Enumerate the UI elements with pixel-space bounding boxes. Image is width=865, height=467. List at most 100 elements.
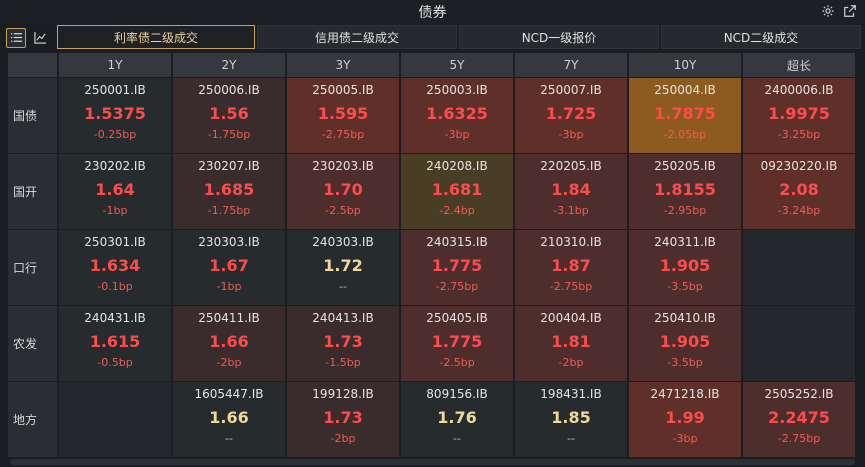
bond-cell[interactable]: 2505252.IB 2.2475 -2.75bp [743, 382, 855, 457]
yield-change: -1bp [102, 204, 128, 217]
yield-change: -- [225, 432, 233, 445]
bond-yield: 1.681 [431, 180, 483, 199]
bond-cell[interactable]: 230303.IB 1.67 -1bp [173, 230, 285, 305]
column-header[interactable]: 3Y [287, 53, 399, 77]
bond-cell[interactable]: 250411.IB 1.66 -2bp [173, 306, 285, 381]
yield-change: -3.1bp [553, 204, 589, 217]
bond-cell[interactable]: 250007.IB 1.725 -3bp [515, 78, 627, 153]
yield-change: -2.75bp [435, 280, 479, 293]
bond-code: 230207.IB [198, 159, 260, 173]
bond-cell[interactable]: 250004.IB 1.7875 -2.05bp [629, 78, 741, 153]
bond-cell[interactable]: 240311.IB 1.905 -3.5bp [629, 230, 741, 305]
bond-yield: 1.67 [209, 256, 249, 275]
bond-code: 240311.IB [654, 235, 716, 249]
yield-change: -3.5bp [667, 356, 703, 369]
tab-bar: 利率债二级成交 信用债二级成交 NCD一级报价 NCD二级成交 [57, 25, 863, 49]
yield-change: -1.5bp [325, 356, 361, 369]
yield-change: -2.05bp [663, 128, 707, 141]
yield-change: -- [339, 280, 347, 293]
yield-change: -2.75bp [321, 128, 365, 141]
bond-cell[interactable]: 240208.IB 1.681 -2.4bp [401, 154, 513, 229]
bond-cell[interactable]: 809156.IB 1.76 -- [401, 382, 513, 457]
bond-cell[interactable]: 250301.IB 1.634 -0.1bp [59, 230, 171, 305]
bond-yield: 2.2475 [768, 408, 830, 427]
bond-cell[interactable]: 230202.IB 1.64 -1bp [59, 154, 171, 229]
bond-cell[interactable]: 250001.IB 1.5375 -0.25bp [59, 78, 171, 153]
bond-cell[interactable]: 09230220.IB 2.08 -3.24bp [743, 154, 855, 229]
bond-code: 220205.IB [540, 159, 602, 173]
bond-cell[interactable]: 250205.IB 1.8155 -2.95bp [629, 154, 741, 229]
bond-cell[interactable]: 230207.IB 1.685 -1.75bp [173, 154, 285, 229]
bond-cell[interactable]: 250003.IB 1.6325 -3bp [401, 78, 513, 153]
yield-change: -3.5bp [667, 280, 703, 293]
bond-cell[interactable]: 240431.IB 1.615 -0.5bp [59, 306, 171, 381]
bond-code: 250410.IB [654, 311, 716, 325]
yield-change: -0.25bp [93, 128, 137, 141]
bond-cell[interactable]: 199128.IB 1.73 -2bp [287, 382, 399, 457]
bond-cell[interactable]: 2471218.IB 1.99 -3bp [629, 382, 741, 457]
column-header[interactable]: 10Y [629, 53, 741, 77]
header-corner [8, 53, 57, 77]
list-view-button[interactable] [6, 27, 26, 48]
bond-cell[interactable] [59, 382, 171, 457]
bond-cell[interactable]: 200404.IB 1.81 -2bp [515, 306, 627, 381]
row-header: 口行 [8, 230, 57, 305]
bond-yield: 1.775 [431, 332, 483, 351]
yield-change: -- [567, 432, 575, 445]
bond-yield: 2.08 [779, 180, 819, 199]
tab-ncd-primary-quotes[interactable]: NCD一级报价 [459, 25, 659, 49]
title-bar: 债券 [0, 0, 865, 24]
column-header[interactable]: 1Y [59, 53, 171, 77]
gear-icon[interactable] [821, 4, 835, 18]
bond-yield: 1.8155 [654, 180, 716, 199]
bond-code: 240303.IB [312, 235, 374, 249]
tab-credit-bond-trades[interactable]: 信用债二级成交 [257, 25, 457, 49]
row-header: 国开 [8, 154, 57, 229]
bond-cell[interactable]: 210310.IB 1.87 -2.75bp [515, 230, 627, 305]
chart-view-button[interactable] [30, 28, 50, 48]
bond-cell[interactable] [743, 306, 855, 381]
popout-icon[interactable] [843, 4, 857, 18]
bond-yield: 1.81 [551, 332, 591, 351]
horizontal-scrollbar[interactable] [10, 459, 855, 465]
yield-change: -0.5bp [97, 356, 133, 369]
bond-cell[interactable]: 250410.IB 1.905 -3.5bp [629, 306, 741, 381]
column-header[interactable]: 7Y [515, 53, 627, 77]
bond-code: 250004.IB [654, 83, 716, 97]
bond-cell[interactable] [743, 230, 855, 305]
bond-yield: 1.66 [209, 332, 249, 351]
yield-change: -0.1bp [97, 280, 133, 293]
bond-yield: 1.72 [323, 256, 363, 275]
bond-cell[interactable]: 250006.IB 1.56 -1.75bp [173, 78, 285, 153]
bond-cell[interactable]: 1605447.IB 1.66 -- [173, 382, 285, 457]
bond-cell[interactable]: 2400006.IB 1.9975 -3.25bp [743, 78, 855, 153]
bond-code: 240431.IB [84, 311, 146, 325]
bond-yield: 1.66 [209, 408, 249, 427]
bond-cell[interactable]: 198431.IB 1.85 -- [515, 382, 627, 457]
yield-change: -- [453, 432, 461, 445]
bond-cell[interactable]: 250005.IB 1.595 -2.75bp [287, 78, 399, 153]
tab-rate-bond-trades[interactable]: 利率债二级成交 [57, 25, 255, 49]
yield-change: -3.25bp [777, 128, 821, 141]
column-header[interactable]: 5Y [401, 53, 513, 77]
bond-cell[interactable]: 230203.IB 1.70 -2.5bp [287, 154, 399, 229]
bond-yield: 1.634 [89, 256, 141, 275]
bond-cell[interactable]: 240413.IB 1.73 -1.5bp [287, 306, 399, 381]
yield-change: -2.75bp [549, 280, 593, 293]
yield-change: -2bp [558, 356, 584, 369]
yield-change: -3.24bp [777, 204, 821, 217]
bond-cell[interactable]: 240303.IB 1.72 -- [287, 230, 399, 305]
tab-ncd-secondary-trades[interactable]: NCD二级成交 [661, 25, 861, 49]
list-icon [10, 33, 22, 42]
column-header[interactable]: 2Y [173, 53, 285, 77]
bond-code: 2505252.IB [764, 387, 834, 401]
scrollbar-thumb[interactable] [10, 459, 855, 465]
bond-code: 250411.IB [198, 311, 260, 325]
bond-cell[interactable]: 250405.IB 1.775 -2.5bp [401, 306, 513, 381]
bond-yield: 1.84 [551, 180, 591, 199]
bond-cell[interactable]: 220205.IB 1.84 -3.1bp [515, 154, 627, 229]
bond-cell[interactable]: 240315.IB 1.775 -2.75bp [401, 230, 513, 305]
column-header[interactable]: 超长 [743, 53, 855, 77]
bond-yield-matrix: 1Y 2Y 3Y 5Y 7Y 10Y 超长 国债 250001.IB 1.5375 -0.25bp 2… [8, 53, 855, 457]
yield-change: -3bp [558, 128, 584, 141]
